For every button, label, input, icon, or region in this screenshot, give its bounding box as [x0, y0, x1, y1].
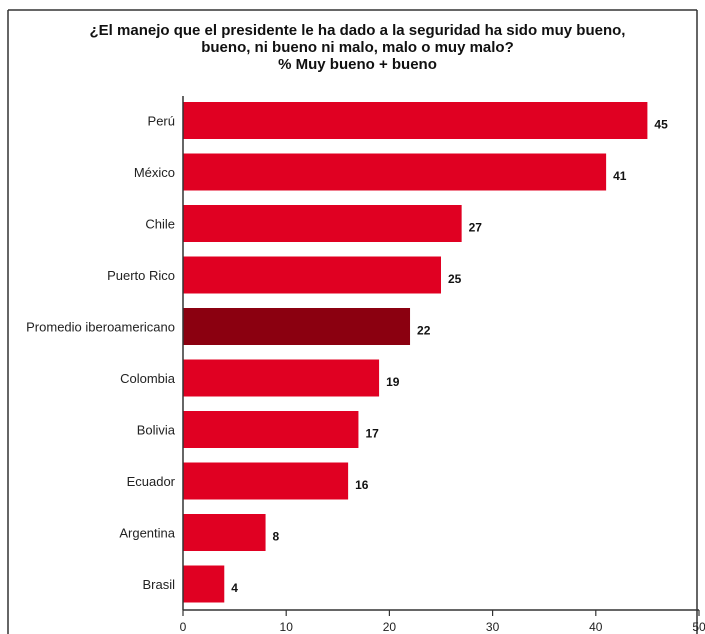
- x-tick-label-0: 0: [180, 620, 187, 634]
- chart-title: ¿El manejo que el presidente le ha dado …: [30, 22, 685, 73]
- category-label-argentina: Argentina: [119, 526, 175, 541]
- data-label-mexico: 41: [613, 169, 627, 183]
- category-label-puerto-rico: Puerto Rico: [107, 268, 175, 283]
- x-tick-label-30: 30: [486, 620, 500, 634]
- title-line-2: bueno, ni bueno ni malo, malo o muy malo…: [201, 39, 514, 56]
- bar-chart-plot: Perú 45 México 41 Chile 27 Puerto Rico 25 Promed…: [26, 96, 705, 634]
- x-tick-label-50: 50: [692, 620, 705, 634]
- bar-bolivia: [183, 411, 359, 448]
- data-label-promedio-iberoamericano: 22: [417, 324, 431, 338]
- bar-mexico: [183, 153, 607, 191]
- x-tick-label-10: 10: [280, 620, 294, 634]
- bar-ecuador: [183, 462, 349, 500]
- bar-brasil: [183, 565, 225, 603]
- data-label-puerto-rico: 25: [448, 272, 462, 286]
- x-tick-label-20: 20: [383, 620, 397, 634]
- data-label-colombia: 19: [386, 375, 400, 389]
- category-label-ecuador: Ecuador: [127, 474, 176, 489]
- category-label-chile: Chile: [145, 217, 175, 232]
- bar-argentina: [183, 514, 266, 551]
- category-label-bolivia: Bolivia: [137, 423, 176, 438]
- bar-puerto-rico: [183, 256, 441, 294]
- bar-promedio-iberoamericano: [183, 308, 411, 345]
- data-label-bolivia: 17: [365, 427, 379, 441]
- data-label-brasil: 4: [231, 581, 238, 595]
- category-label-colombia: Colombia: [120, 371, 176, 386]
- title-line-3: % Muy bueno + bueno: [278, 56, 437, 73]
- data-label-ecuador: 16: [355, 478, 369, 492]
- category-label-peru: Perú: [148, 114, 175, 129]
- category-label-brasil: Brasil: [142, 577, 175, 592]
- data-label-argentina: 8: [273, 530, 280, 544]
- data-label-chile: 27: [469, 221, 483, 235]
- x-tick-label-40: 40: [589, 620, 603, 634]
- bar-peru: [183, 102, 648, 139]
- category-label-promedio-iberoamericano: Promedio iberoamericano: [26, 320, 175, 335]
- category-label-mexico: México: [134, 165, 175, 180]
- bar-chile: [183, 205, 462, 242]
- title-line-1: ¿El manejo que el presidente le ha dado …: [89, 22, 626, 39]
- data-label-peru: 45: [654, 118, 668, 132]
- bar-colombia: [183, 359, 380, 397]
